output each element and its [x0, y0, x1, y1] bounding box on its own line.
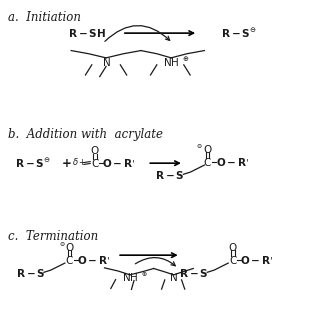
Text: $\mathbf{+}$: $\mathbf{+}$ [61, 157, 72, 170]
Text: $\mathrm{O}$: $\mathrm{O}$ [65, 241, 75, 253]
Text: $\mathbf{R-S}^{\ominus}$: $\mathbf{R-S}^{\ominus}$ [221, 27, 257, 40]
Text: $\mathrm{C}$: $\mathrm{C}$ [91, 157, 99, 169]
Text: $\mathrm{O}$: $\mathrm{O}$ [228, 241, 238, 253]
Text: $\mathbf{R-S}$: $\mathbf{R-S}$ [179, 267, 209, 279]
Text: $\delta+$: $\delta+$ [72, 156, 86, 167]
Text: $\mathrm{NH}$: $\mathrm{NH}$ [122, 271, 138, 284]
Text: $\mathrm{N}$: $\mathrm{N}$ [169, 271, 178, 284]
Text: $\mathrm{N}$: $\mathrm{N}$ [102, 56, 110, 68]
Text: $\mathbf{O-R}$': $\mathbf{O-R}$' [216, 156, 249, 168]
Text: $\mathbf{R-S}$: $\mathbf{R-S}$ [16, 267, 45, 279]
Text: $\mathrm{O}$: $\mathrm{O}$ [203, 143, 212, 155]
Text: $\mathbf{O-R}$': $\mathbf{O-R}$' [102, 157, 135, 169]
Text: $\mathbf{R-S}$: $\mathbf{R-S}$ [155, 169, 184, 181]
Text: $\oplus$: $\oplus$ [141, 270, 148, 278]
Text: a.  Initiation: a. Initiation [8, 11, 81, 24]
Text: $\mathbf{O-R}$': $\mathbf{O-R}$' [77, 254, 110, 266]
Text: $\mathrm{C}$: $\mathrm{C}$ [228, 254, 237, 266]
Text: $\ominus$: $\ominus$ [196, 142, 203, 150]
Text: $\mathrm{NH}$: $\mathrm{NH}$ [163, 56, 179, 68]
Text: $\oplus$: $\oplus$ [182, 54, 190, 63]
Text: $\mathrm{C}$: $\mathrm{C}$ [203, 156, 212, 168]
Text: c.  Termination: c. Termination [8, 230, 98, 243]
Text: $\mathbf{O-R}$': $\mathbf{O-R}$' [240, 254, 273, 266]
Text: $\mathrm{O}$: $\mathrm{O}$ [90, 145, 100, 156]
Text: b.  Addition with  acrylate: b. Addition with acrylate [8, 128, 163, 141]
Text: $\mathbf{R-S}^{\ominus}$: $\mathbf{R-S}^{\ominus}$ [15, 156, 51, 170]
Text: $\mathbf{R-SH}$: $\mathbf{R-SH}$ [68, 27, 106, 39]
Text: $\mathrm{C}$: $\mathrm{C}$ [65, 254, 74, 266]
Text: $\ominus$: $\ominus$ [59, 240, 66, 248]
